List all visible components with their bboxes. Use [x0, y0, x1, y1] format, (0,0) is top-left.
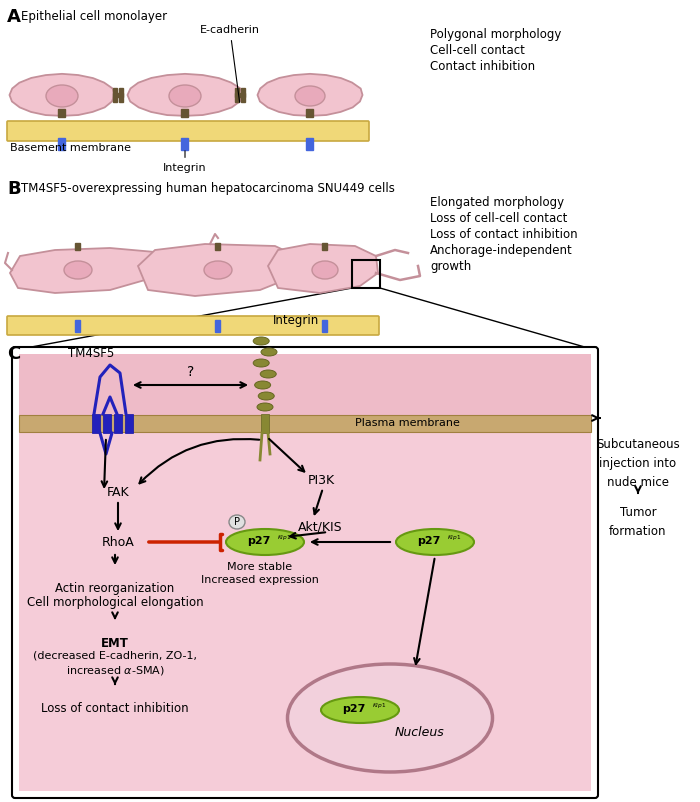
Text: Integrin: Integrin: [163, 151, 206, 173]
Bar: [125, 414, 133, 433]
Polygon shape: [10, 248, 160, 293]
Text: $^{Kip1}$: $^{Kip1}$: [372, 703, 386, 711]
Bar: [58, 138, 65, 150]
Bar: [181, 138, 188, 150]
Text: ?: ?: [187, 365, 194, 379]
Ellipse shape: [295, 86, 325, 106]
Bar: [306, 109, 313, 117]
Text: Plasma membrane: Plasma membrane: [355, 419, 460, 428]
Text: increased $\alpha$-SMA): increased $\alpha$-SMA): [66, 664, 164, 677]
Ellipse shape: [229, 515, 245, 529]
Text: Loss of contact inhibition: Loss of contact inhibition: [430, 228, 578, 241]
Bar: [322, 320, 327, 332]
Ellipse shape: [261, 348, 277, 356]
Text: EMT: EMT: [101, 637, 129, 650]
Text: Anchorage-independent: Anchorage-independent: [430, 244, 573, 257]
FancyBboxPatch shape: [12, 347, 598, 798]
Bar: [215, 243, 220, 250]
Bar: [58, 109, 65, 117]
Ellipse shape: [258, 392, 274, 400]
Bar: [306, 138, 313, 150]
Text: Nucleus: Nucleus: [395, 727, 445, 739]
Text: growth: growth: [430, 260, 471, 273]
Text: $^{Kip1}$: $^{Kip1}$: [447, 534, 461, 544]
Ellipse shape: [255, 381, 271, 389]
Bar: [235, 88, 239, 102]
Ellipse shape: [64, 261, 92, 279]
Text: Elongated morphology: Elongated morphology: [430, 196, 564, 209]
Ellipse shape: [253, 337, 270, 345]
Ellipse shape: [260, 370, 276, 378]
Text: Contact inhibition: Contact inhibition: [430, 60, 535, 73]
Text: Tumor
formation: Tumor formation: [609, 506, 666, 538]
Polygon shape: [10, 74, 115, 115]
Text: Integrin: Integrin: [273, 314, 319, 327]
Bar: [19, 415, 591, 432]
Bar: [215, 320, 220, 332]
Text: Loss of cell-cell contact: Loss of cell-cell contact: [430, 212, 568, 225]
Bar: [352, 260, 380, 288]
Bar: [103, 414, 111, 433]
Bar: [75, 320, 80, 332]
Text: TM4SF5: TM4SF5: [68, 347, 114, 360]
Text: RhoA: RhoA: [102, 536, 134, 549]
Text: Actin reorganization: Actin reorganization: [55, 582, 174, 595]
Bar: [75, 243, 80, 250]
FancyBboxPatch shape: [7, 121, 369, 141]
Text: Loss of contact inhibition: Loss of contact inhibition: [41, 702, 189, 715]
Polygon shape: [127, 74, 242, 115]
Bar: [19, 354, 591, 791]
Bar: [235, 93, 245, 97]
Text: $^{Kip1}$: $^{Kip1}$: [277, 534, 291, 544]
Text: p27: p27: [247, 536, 271, 546]
Text: More stable: More stable: [228, 562, 293, 572]
Text: Epithelial cell monolayer: Epithelial cell monolayer: [21, 10, 167, 23]
Ellipse shape: [288, 664, 493, 772]
Ellipse shape: [46, 85, 78, 107]
Polygon shape: [258, 74, 363, 115]
Ellipse shape: [257, 403, 273, 411]
FancyBboxPatch shape: [7, 316, 379, 335]
Bar: [322, 243, 327, 250]
Bar: [119, 88, 123, 102]
Text: Cell-cell contact: Cell-cell contact: [430, 44, 525, 57]
Text: Polygonal morphology: Polygonal morphology: [430, 28, 561, 41]
Text: (decreased E-cadherin, ZO-1,: (decreased E-cadherin, ZO-1,: [33, 651, 197, 661]
Ellipse shape: [204, 261, 232, 279]
Text: Basement membrane: Basement membrane: [10, 143, 131, 153]
Text: B: B: [7, 180, 20, 198]
Text: Increased expression: Increased expression: [201, 575, 319, 585]
Text: FAK: FAK: [106, 485, 130, 499]
Bar: [241, 88, 245, 102]
Bar: [261, 414, 269, 433]
Bar: [113, 88, 117, 102]
Ellipse shape: [253, 359, 270, 367]
Ellipse shape: [321, 697, 399, 723]
Text: Subcutaneous
injection into
nude mice: Subcutaneous injection into nude mice: [596, 438, 680, 489]
Text: C: C: [7, 345, 20, 363]
Bar: [113, 93, 123, 97]
Bar: [92, 414, 100, 433]
Text: p27: p27: [342, 704, 365, 714]
Polygon shape: [268, 244, 378, 293]
Text: Cell morphological elongation: Cell morphological elongation: [27, 596, 203, 609]
Ellipse shape: [396, 529, 474, 555]
Text: P: P: [234, 517, 240, 527]
Text: E-cadherin: E-cadherin: [200, 25, 260, 102]
Text: A: A: [7, 8, 21, 26]
Text: TM4SF5-overexpressing human hepatocarcinoma SNU449 cells: TM4SF5-overexpressing human hepatocarcin…: [21, 182, 395, 195]
Ellipse shape: [226, 529, 304, 555]
Ellipse shape: [312, 261, 338, 279]
Bar: [181, 109, 188, 117]
Text: Akt/KIS: Akt/KIS: [298, 520, 342, 533]
Bar: [114, 414, 122, 433]
Bar: [19, 354, 591, 415]
Text: p27: p27: [417, 536, 441, 546]
Ellipse shape: [169, 85, 201, 107]
Polygon shape: [138, 244, 305, 296]
Text: PI3K: PI3K: [308, 473, 335, 487]
